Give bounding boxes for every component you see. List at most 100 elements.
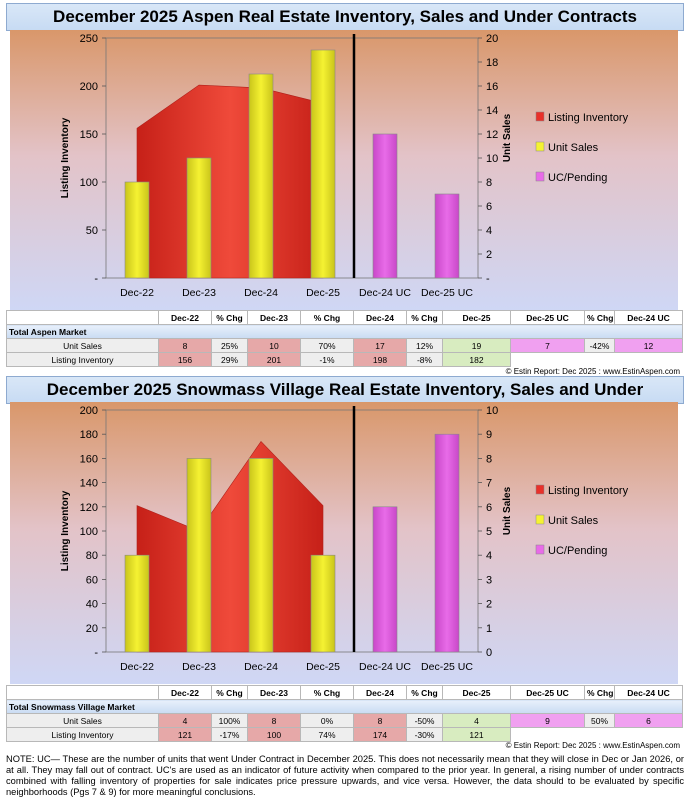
table-cell: 8 (247, 713, 301, 728)
col-header: % Chg (211, 310, 248, 325)
y2-tick-label: 2 (486, 249, 492, 261)
table-cell: 121 (158, 727, 212, 742)
market-label: Total Aspen Market (6, 324, 683, 339)
chart-background (10, 30, 678, 310)
y-axis-title: Listing Inventory (60, 490, 71, 571)
table-cell: 19 (442, 338, 511, 353)
aspen-chart-title: December 2025 Aspen Real Estate Inventor… (6, 3, 684, 31)
snowmass-credit: © Estin Report: Dec 2025 : www.EstinAspe… (505, 741, 680, 750)
table-cell: 9 (510, 713, 585, 728)
legend-swatch (535, 544, 545, 555)
col-header: Dec-23 (247, 685, 301, 700)
y-tick-label: 140 (80, 478, 98, 490)
legend-swatch (535, 141, 545, 152)
legend-swatch (535, 514, 545, 525)
market-label: Total Snowmass Village Market (6, 699, 683, 714)
table-cell: -50% (406, 713, 443, 728)
table-cell: 121 (442, 727, 511, 742)
col-header: Dec-24 (353, 310, 407, 325)
y-tick-label: 200 (80, 81, 98, 93)
y-tick-label: 180 (80, 429, 98, 441)
col-header: Dec-25 UC (510, 310, 585, 325)
y2-tick-label: 4 (486, 550, 492, 562)
col-header: Dec-22 (158, 685, 212, 700)
table-header-row: Dec-22 % Chg Dec-23 % Chg Dec-24 % Chg D… (6, 685, 683, 700)
unit-sales-bar (310, 49, 336, 279)
y2-tick-label: 10 (486, 405, 498, 417)
table-cell: 74% (300, 727, 354, 742)
legend-label: Listing Inventory (548, 112, 629, 124)
row-label: Listing Inventory (6, 352, 159, 367)
table-cell: 10 (247, 338, 301, 353)
col-header: Dec-25 (442, 685, 511, 700)
y-tick-label: 200 (80, 405, 98, 417)
table-row: Unit Sales 8 25% 10 70% 17 12% 19 7 -42%… (6, 338, 683, 353)
table-cell: 100% (211, 713, 248, 728)
table-cell: 156 (158, 352, 212, 367)
y2-tick-label: 4 (486, 225, 492, 237)
listing-inventory-area (136, 84, 324, 279)
y-tick-label: 60 (86, 574, 98, 586)
snowmass-chart-title: December 2025 Snowmass Village Real Esta… (6, 376, 684, 425)
col-header: % Chg (300, 685, 354, 700)
legend-label: Listing Inventory (548, 485, 629, 497)
y2-tick-label: 9 (486, 429, 492, 441)
unit-sales-bar (248, 458, 274, 653)
col-header: % Chg (584, 310, 615, 325)
unit-sales-bar (186, 157, 212, 279)
table-cell: 7 (510, 338, 585, 353)
x-tick-label: Dec-23 (182, 287, 216, 299)
col-header: % Chg (406, 310, 443, 325)
y-tick-label: - (94, 273, 98, 285)
col-header: Dec-22 (158, 310, 212, 325)
y2-tick-label: 12 (486, 129, 498, 141)
table-cell: 12 (614, 338, 683, 353)
y-tick-label: 250 (80, 33, 98, 45)
y-tick-label: 20 (86, 623, 98, 635)
col-header: % Chg (406, 685, 443, 700)
table-cell: 201 (247, 352, 301, 367)
y-tick-label: 50 (86, 225, 98, 237)
row-label: Listing Inventory (6, 727, 159, 742)
table-cell: -30% (406, 727, 443, 742)
x-tick-label: Dec-24 (244, 287, 278, 299)
table-cell: 100 (247, 727, 301, 742)
aspen-data-table: Dec-22 % Chg Dec-23 % Chg Dec-24 % Chg D… (6, 310, 683, 367)
table-cell: -42% (584, 338, 615, 353)
table-cell: 17 (353, 338, 407, 353)
legend-swatch (535, 111, 545, 122)
table-cell: 182 (442, 352, 511, 367)
y2-tick-label: 10 (486, 153, 498, 165)
snowmass-data-table: Dec-22 % Chg Dec-23 % Chg Dec-24 % Chg D… (6, 685, 683, 742)
x-tick-label: Dec-24 UC (359, 661, 411, 673)
chart-background (10, 402, 678, 684)
uc-pending-bar (372, 133, 398, 279)
col-header: % Chg (300, 310, 354, 325)
aspen-chart: - 50 100 150 200 250 - 2 4 6 8 10 12 14 16 18 20 Listing … (10, 30, 678, 310)
y2-axis-title: Unit Sales (502, 113, 513, 162)
table-header-row: Dec-22 % Chg Dec-23 % Chg Dec-24 % Chg D… (6, 310, 683, 325)
y2-tick-label: - (486, 273, 490, 285)
table-row: Listing Inventory 156 29% 201 -1% 198 -8… (6, 352, 683, 367)
col-header: Dec-25 UC (510, 685, 585, 700)
y2-tick-label: 6 (486, 201, 492, 213)
col-header: Dec-24 UC (614, 310, 683, 325)
y-tick-label: 160 (80, 453, 98, 465)
uc-pending-bar (434, 433, 460, 653)
table-row: Listing Inventory 121 -17% 100 74% 174 -… (6, 727, 683, 742)
y2-tick-label: 5 (486, 526, 492, 538)
y-tick-label: 100 (80, 177, 98, 189)
aspen-credit: © Estin Report: Dec 2025 : www.EstinAspe… (505, 367, 680, 376)
table-cell: 70% (300, 338, 354, 353)
table-cell: 0% (300, 713, 354, 728)
y2-tick-label: 0 (486, 647, 492, 659)
legend-swatch (535, 171, 545, 182)
legend-label: UC/Pending (548, 172, 607, 184)
row-label: Unit Sales (6, 713, 159, 728)
table-cell: 12% (406, 338, 443, 353)
snowmass-chart: - 20 40 60 80 100 120 140 160 180 200 0 1 2 3 4 5 6 7 8 9 10 L… (10, 402, 678, 684)
table-cell: 4 (158, 713, 212, 728)
unit-sales-bar (124, 181, 150, 279)
x-tick-label: Dec-25 UC (421, 661, 473, 673)
table-cell: -17% (211, 727, 248, 742)
